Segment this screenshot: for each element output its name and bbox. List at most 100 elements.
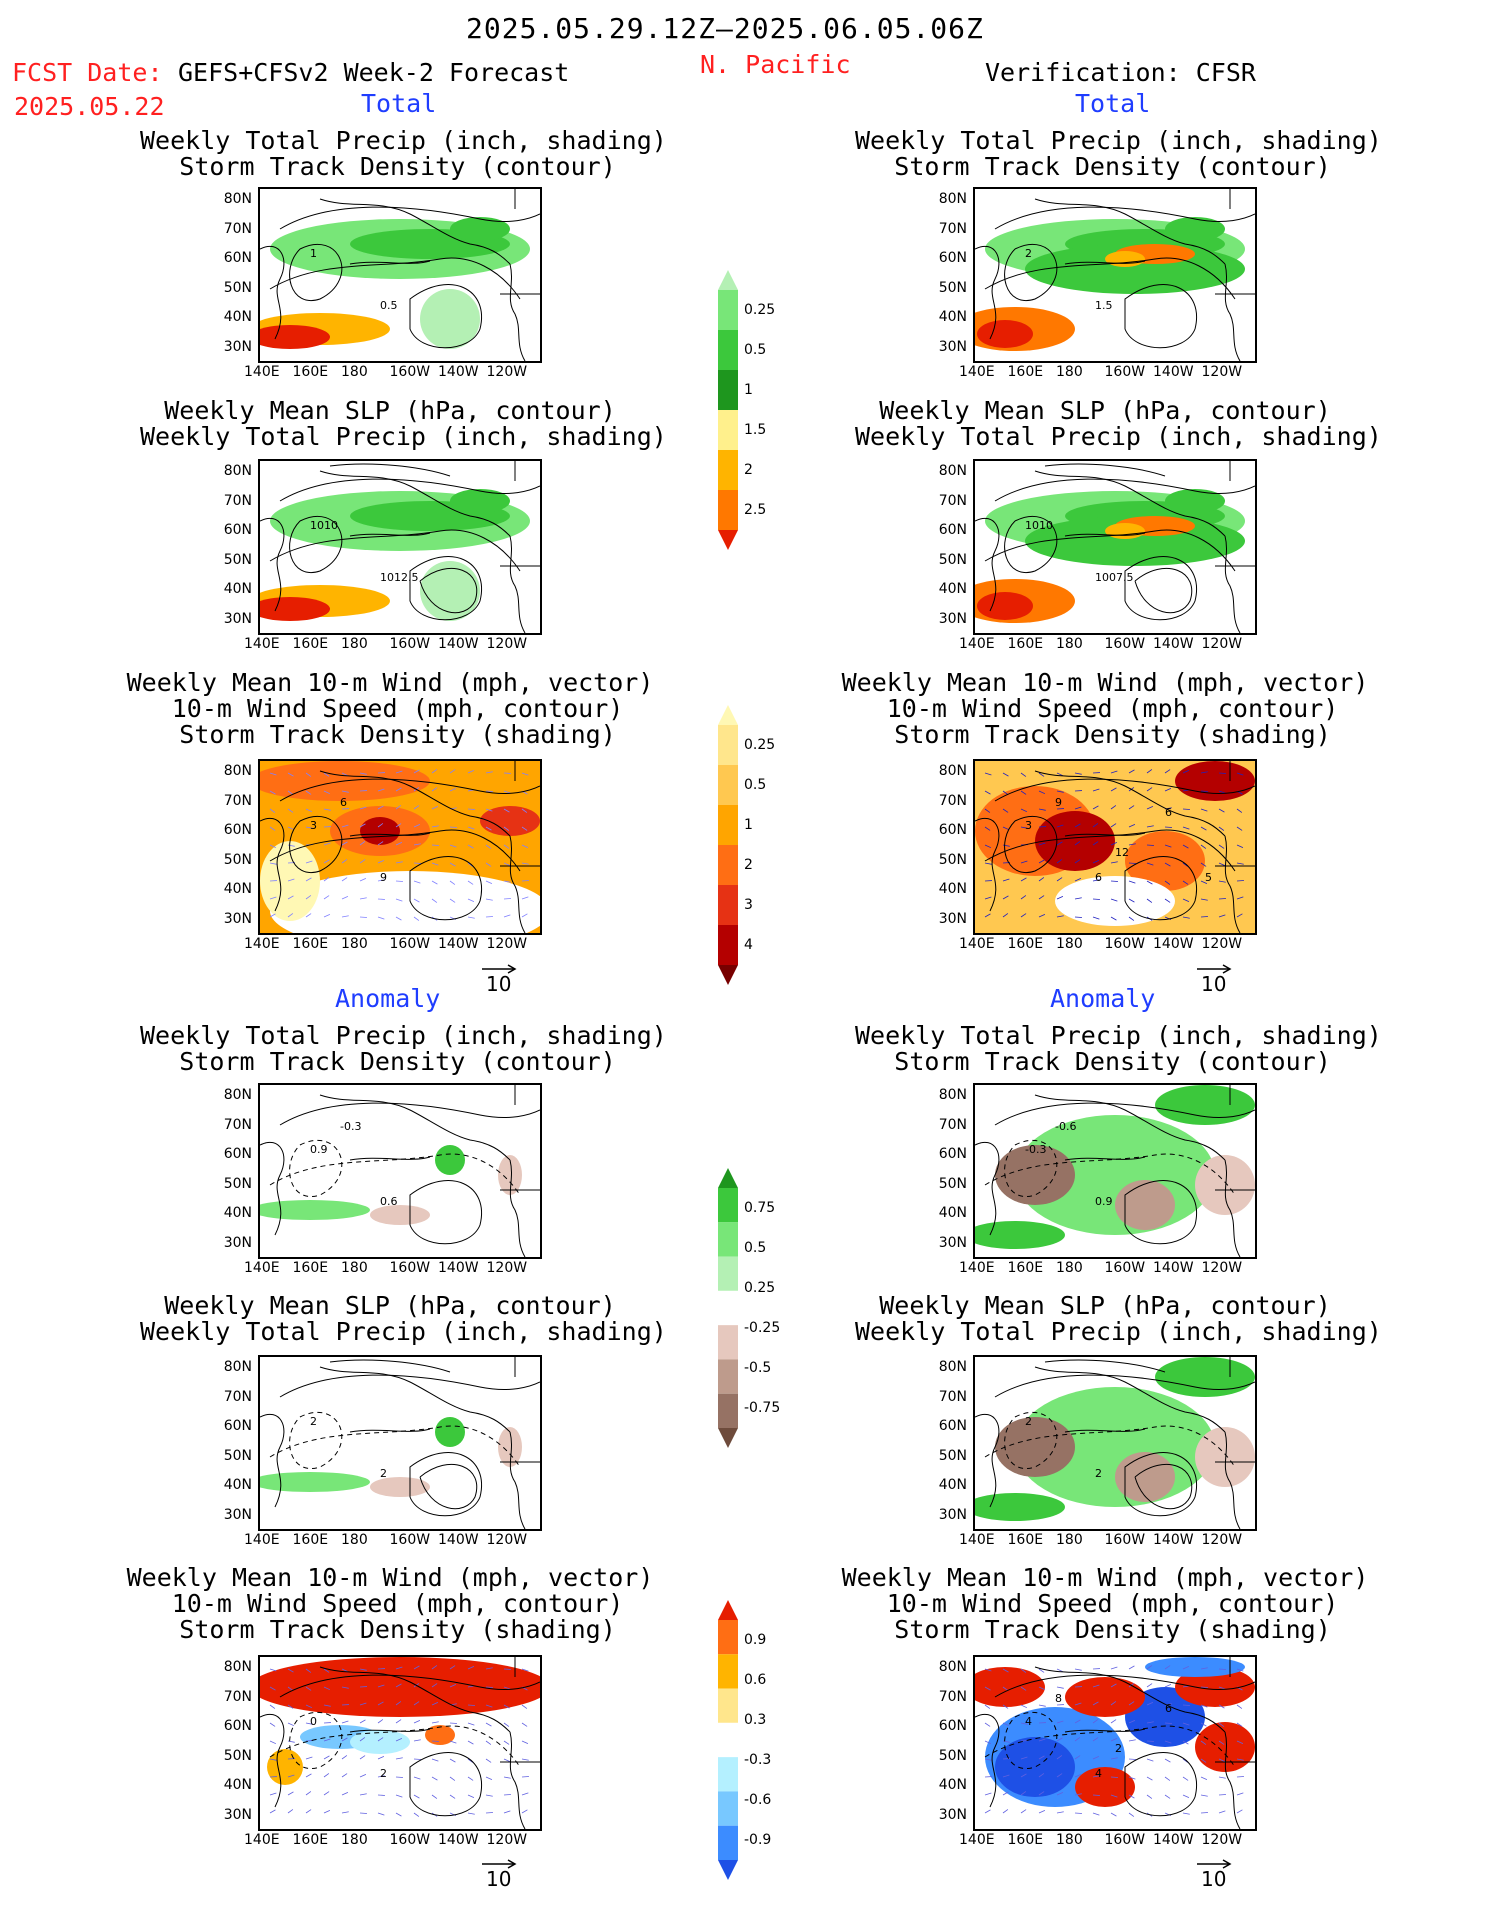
- wind-vector: [305, 772, 312, 777]
- wind-vector: [323, 859, 330, 864]
- wind-vector: [467, 880, 474, 885]
- colorbar-segment: [718, 705, 738, 725]
- wind-vector: [1164, 898, 1171, 903]
- wind-vector: [395, 787, 402, 792]
- lon-label: 160W: [389, 936, 431, 952]
- wind-vector: [503, 862, 511, 867]
- colorbar-segment: [718, 1757, 738, 1792]
- wind-vector: [287, 1704, 294, 1709]
- wind-vector: [1146, 1776, 1153, 1781]
- wind-vector: [1002, 895, 1009, 900]
- wind-vector: [305, 1773, 312, 1778]
- coastline: [260, 1713, 285, 1808]
- colorbar-segment: [718, 1222, 738, 1257]
- lon-label: 120W: [1201, 1260, 1243, 1276]
- wind-vector: [1038, 790, 1046, 795]
- colorbar-segment: [718, 410, 738, 450]
- contour-line: [269, 1725, 521, 1768]
- wind-vector: [1128, 1701, 1135, 1706]
- lat-label: 70N: [223, 1388, 252, 1405]
- wind-vector: [287, 790, 294, 795]
- precip-shade: [420, 561, 480, 621]
- wind-vector: [413, 880, 421, 884]
- lon-label: 140E: [959, 936, 995, 952]
- precip-shade: [498, 1427, 522, 1467]
- contour-line: [994, 1102, 1255, 1126]
- wind-vector: [323, 1738, 331, 1742]
- colorbar-segment: [718, 885, 738, 925]
- map-vf-anom-precip: -0.3 0.9 -0.6: [973, 1083, 1257, 1259]
- wind-vector: [485, 771, 493, 774]
- contour-line: [1134, 567, 1193, 614]
- wind-vector: [305, 913, 312, 918]
- colorbar-segment: [718, 1791, 738, 1826]
- lon-label: 160E: [292, 636, 329, 652]
- wind-vector: [305, 826, 313, 829]
- lon-label: 160W: [1104, 1532, 1146, 1548]
- wind-vector: [1182, 1740, 1189, 1745]
- lat-label: 80N: [223, 463, 252, 479]
- wind-vector: [521, 896, 529, 900]
- colorbar-label: -0.5: [744, 1360, 772, 1376]
- wind-vector: [359, 897, 367, 900]
- precip-shade: [1195, 1427, 1255, 1487]
- wind-vector: [1218, 1776, 1226, 1779]
- lon-label: 140W: [1153, 636, 1194, 652]
- colorbar-label: 1: [744, 817, 753, 833]
- wind-vector: [1092, 1701, 1099, 1706]
- coastline-na: [1224, 263, 1241, 361]
- wind-vector: [287, 1791, 294, 1796]
- wind-vector: [377, 1755, 385, 1760]
- map-vf-total-precip: 2 1.5: [973, 187, 1257, 363]
- coastline: [975, 1713, 1000, 1808]
- colorbar-segment: [718, 1654, 738, 1689]
- contour-line: [984, 1425, 1236, 1468]
- map-fc-total-precip: 1 0.5: [258, 187, 542, 363]
- lat-label: 70N: [223, 792, 252, 809]
- wind-vector: [269, 1758, 277, 1761]
- wind-vector: [521, 1758, 529, 1761]
- lat-label: 40N: [938, 581, 967, 597]
- wind-vector: [1164, 1794, 1171, 1799]
- wind-vector: [1200, 880, 1208, 885]
- contour-label: 12: [1115, 846, 1129, 859]
- wind-vector: [1092, 1755, 1100, 1760]
- colorbar-label: 3: [744, 897, 753, 913]
- track-shade: [260, 1657, 540, 1717]
- coastline-na: [1224, 1159, 1241, 1257]
- wind-vector: [503, 914, 511, 918]
- lon-label: 160E: [1007, 364, 1044, 380]
- precip-shade: [1195, 1155, 1255, 1215]
- wind-vector: [1074, 897, 1082, 900]
- coastline-alaska: [1034, 1666, 1226, 1733]
- wind-vector: [1200, 826, 1207, 831]
- wind-vector: [521, 1722, 528, 1727]
- contour-label: 1: [310, 247, 317, 260]
- track-shade: [1145, 1657, 1245, 1677]
- wind-vector: [1164, 862, 1171, 867]
- wind-vector: [485, 1758, 492, 1763]
- wind-vector: [485, 862, 492, 867]
- coastline-na: [509, 1731, 526, 1829]
- wind-vector: [359, 841, 366, 846]
- wind-vector: [1020, 790, 1027, 795]
- wind-vector: [287, 913, 294, 918]
- lon-label: 160W: [1104, 1832, 1146, 1848]
- wind-vector: [287, 1722, 295, 1727]
- aleutian-islands: [349, 832, 431, 837]
- wind-vector: [1218, 1740, 1225, 1745]
- lon-label: 120W: [486, 1832, 528, 1848]
- wind-vector: [395, 1719, 402, 1724]
- wind-vector: [449, 1758, 456, 1763]
- wind-vector: [431, 1794, 438, 1799]
- wind-vector: [1146, 898, 1153, 903]
- contour-label: 2: [1095, 1467, 1102, 1480]
- wind-vector: [1146, 1665, 1153, 1670]
- wind-vector: [1002, 772, 1009, 777]
- colorbar-label: -0.6: [744, 1792, 772, 1808]
- wind-vector: [1218, 826, 1225, 831]
- lon-label: 160W: [389, 1532, 431, 1548]
- wind-vector: [377, 1701, 384, 1706]
- wind-vector: [287, 826, 295, 831]
- wind-vector: [413, 1812, 420, 1817]
